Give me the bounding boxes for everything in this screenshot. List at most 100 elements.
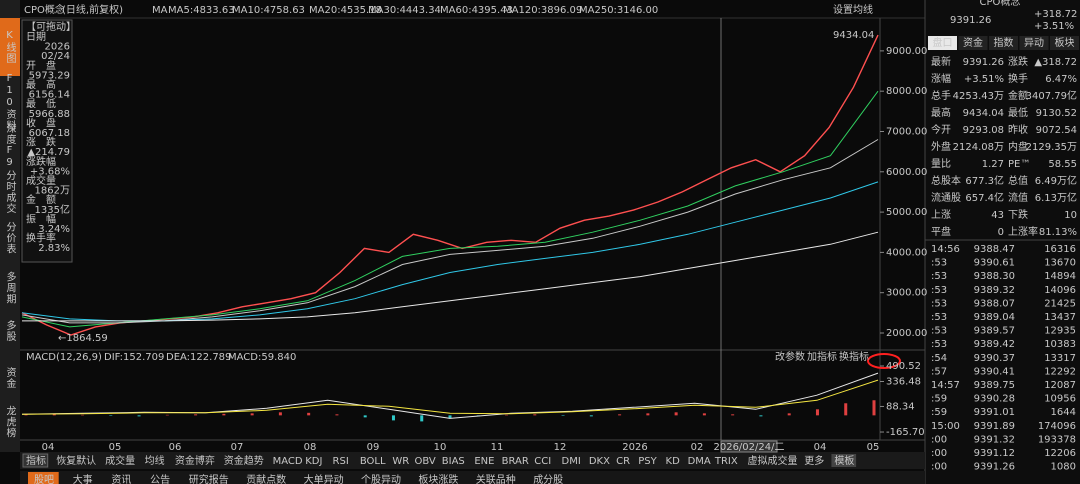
- tick-price: 9388.47: [974, 244, 1015, 255]
- bottom-tab[interactable]: 贡献点数: [246, 473, 286, 484]
- quote-tab[interactable]: 盘口: [933, 36, 953, 49]
- info-value: 2.83%: [38, 243, 70, 254]
- ma-legend: MA20:4535.18: [309, 5, 382, 16]
- time-label: 09: [367, 442, 380, 453]
- toolbar-item[interactable]: CR: [616, 456, 630, 467]
- toolbar-item[interactable]: RSI: [333, 456, 349, 467]
- bottom-tab[interactable]: 公告: [150, 473, 170, 484]
- quote-tab-bg[interactable]: [958, 36, 988, 50]
- time-label: 02: [691, 442, 704, 453]
- tick-time: :59: [931, 407, 947, 418]
- bottom-tab[interactable]: 资讯: [111, 474, 131, 484]
- high-label: 9434.04: [833, 30, 874, 41]
- toolbar-item[interactable]: CCI: [534, 456, 551, 467]
- bottom-tab[interactable]: 大事: [73, 473, 93, 484]
- stat-label: 流通股: [931, 191, 961, 204]
- settings[interactable]: 设置均线: [833, 3, 873, 16]
- toolbar-item[interactable]: 虚拟成交量: [747, 454, 797, 467]
- tick-time: :54: [931, 353, 947, 364]
- side-tab[interactable]: 分时成交: [4, 170, 16, 214]
- low-label: ←1864.59: [58, 333, 108, 344]
- highlight-circle: [867, 353, 901, 369]
- bottom-tab[interactable]: 板块涨跌: [418, 473, 458, 484]
- stat-value: 0: [998, 227, 1004, 238]
- bottom-tab[interactable]: 个股异动: [361, 474, 401, 484]
- quote-tab-bg[interactable]: [989, 36, 1018, 50]
- toolbar-item[interactable]: DMI: [562, 456, 581, 467]
- bottom-tab[interactable]: 大单异动: [304, 473, 344, 484]
- toolbar-item[interactable]: 资金趋势: [224, 454, 264, 467]
- time-label: 05: [867, 442, 880, 453]
- toolbar-item[interactable]: MACD: [273, 456, 303, 467]
- toolbar-item[interactable]: 资金博弈: [175, 454, 215, 467]
- quote-tab-bg[interactable]: [928, 36, 957, 50]
- quote-tab-bg[interactable]: [1019, 36, 1049, 50]
- chart-mode: (日线,前复权): [62, 3, 123, 16]
- toolbar-item[interactable]: WR: [392, 456, 409, 467]
- tick-time: :53: [931, 271, 947, 282]
- toolbar-item[interactable]: ENE: [474, 456, 494, 467]
- quote-tab[interactable]: 指数: [994, 36, 1014, 49]
- toolbar-item[interactable]: 指标: [26, 454, 46, 467]
- info-label: 换手率: [26, 232, 56, 245]
- macd-value: MACD:59.840: [228, 352, 296, 363]
- toolbar-item[interactable]: 恢复默认: [56, 454, 96, 467]
- toolbar-item[interactable]: 均线: [145, 454, 165, 467]
- toolbar-item[interactable]: BIAS: [442, 456, 465, 467]
- toolbar-item[interactable]: 更多: [804, 454, 824, 467]
- side-tab[interactable]: 多股: [4, 319, 16, 342]
- toolbar-item[interactable]: KDJ: [305, 456, 322, 467]
- macd-dif: DIF:152.709: [104, 352, 164, 363]
- stat-label: 流值: [1008, 191, 1028, 204]
- macd-title: MACD(12,26,9): [26, 352, 102, 363]
- side-tab[interactable]: 多周期: [4, 270, 16, 304]
- side-tab[interactable]: K线图: [4, 30, 16, 64]
- tick-volume: 14096: [1044, 285, 1076, 296]
- info-label: 金 额: [26, 193, 56, 206]
- quote-tab[interactable]: 异动: [1024, 37, 1044, 49]
- info-label: 涨跌幅: [26, 155, 56, 168]
- macd-action[interactable]: 加指标: [807, 350, 837, 363]
- macd-bar: [702, 413, 706, 416]
- stat-value: 4253.43万: [953, 91, 1004, 102]
- macd-bar: [815, 409, 819, 416]
- tick-volume: 12206: [1044, 448, 1076, 459]
- quote-tab[interactable]: 资金: [963, 36, 983, 49]
- macd-bar: [165, 414, 169, 416]
- bottom-tab[interactable]: 成分股: [533, 474, 563, 484]
- toolbar-item[interactable]: PSY: [638, 456, 657, 467]
- tick-time: :53: [931, 312, 947, 323]
- tick-volume: 13670: [1044, 258, 1076, 269]
- bottom-tab[interactable]: 研究报告: [189, 473, 229, 484]
- stat-label: 最低: [1008, 106, 1028, 119]
- toolbar-item[interactable]: 成交量: [105, 454, 135, 467]
- toolbar-item[interactable]: BRAR: [502, 456, 529, 467]
- side-tab[interactable]: 资金: [4, 367, 16, 389]
- stat-label: 昨收: [1008, 123, 1028, 136]
- side-tab[interactable]: F10资料: [4, 73, 16, 131]
- tick-volume: 21425: [1044, 298, 1076, 309]
- tick-time: :53: [931, 326, 947, 337]
- side-tab[interactable]: 分价表: [4, 221, 16, 254]
- bottom-tab[interactable]: 关联品种: [476, 473, 516, 484]
- toolbar-item[interactable]: DKX: [589, 456, 610, 467]
- toolbar-item[interactable]: DMA: [688, 456, 711, 467]
- tick-time: 15:00: [931, 421, 960, 432]
- tick-volume: 193378: [1038, 434, 1076, 445]
- toolbar-item[interactable]: OBV: [414, 456, 435, 467]
- toolbar-item[interactable]: KD: [666, 456, 681, 467]
- toolbar-item[interactable]: 模板: [834, 454, 854, 467]
- tick-volume: 1080: [1051, 462, 1076, 473]
- macd-action[interactable]: 改参数: [775, 350, 805, 363]
- macd-bar: [448, 415, 452, 419]
- bottom-tab[interactable]: 股吧: [34, 474, 54, 484]
- stat-value: 6.49万亿: [1035, 174, 1077, 187]
- side-tab[interactable]: 龙虎榜: [4, 404, 16, 438]
- macd-action[interactable]: 换指标: [839, 350, 869, 363]
- toolbar-item[interactable]: TRIX: [714, 456, 738, 467]
- stat-label: 量比: [931, 158, 951, 170]
- toolbar-item[interactable]: BOLL: [360, 456, 386, 467]
- side-tab[interactable]: 深度F9: [4, 123, 16, 169]
- quote-tab[interactable]: 板块: [1055, 36, 1075, 49]
- quote-tab-bg[interactable]: [1050, 36, 1079, 50]
